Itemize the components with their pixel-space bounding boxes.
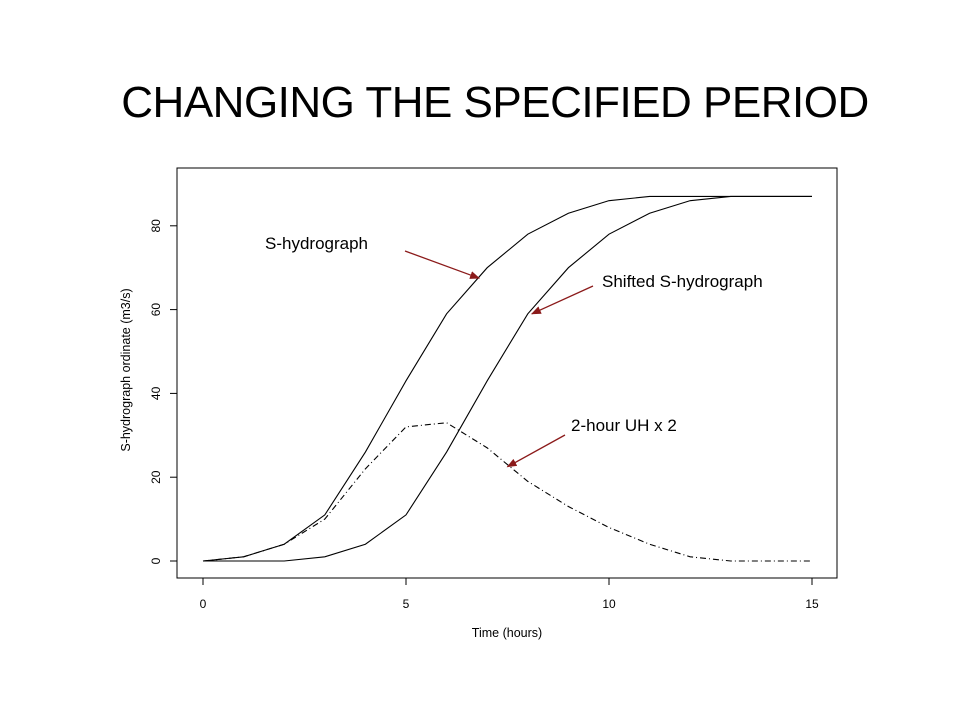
y-tick-label: 20	[149, 470, 163, 484]
y-tick-label: 80	[149, 219, 163, 233]
x-axis: 0 5 10 15	[200, 577, 819, 611]
annotation-layer: S-hydrograph Shifted S-hydrograph 2-hour U…	[265, 234, 763, 468]
annotation-arrow	[506, 434, 566, 468]
x-tick-label: 0	[200, 597, 207, 611]
x-tick-label: 10	[602, 597, 616, 611]
annotation-label: 2-hour UH x 2	[571, 416, 677, 435]
series-line-2	[203, 195, 812, 562]
plot-frame	[176, 167, 838, 579]
annotation-arrow	[404, 250, 481, 279]
annotation-arrow	[530, 285, 594, 315]
annotation-label: Shifted S-hydrograph	[602, 272, 763, 291]
y-axis-label: S-hydrograph ordinate (m3/s)	[119, 288, 133, 451]
x-axis-label: Time (hours)	[472, 626, 542, 640]
x-tick-label: 15	[805, 597, 819, 611]
y-tick-label: 40	[149, 386, 163, 400]
y-axis: 0 20 40 60 80	[149, 219, 178, 564]
slide-title: CHANGING THE SPECIFIED PERIOD	[121, 78, 869, 127]
x-tick-label: 5	[403, 597, 410, 611]
y-tick-label: 0	[149, 557, 163, 564]
y-tick-label: 60	[149, 303, 163, 317]
series-line-3	[202, 422, 812, 562]
series-line-1	[202, 195, 812, 562]
annotation-label: S-hydrograph	[265, 234, 368, 253]
